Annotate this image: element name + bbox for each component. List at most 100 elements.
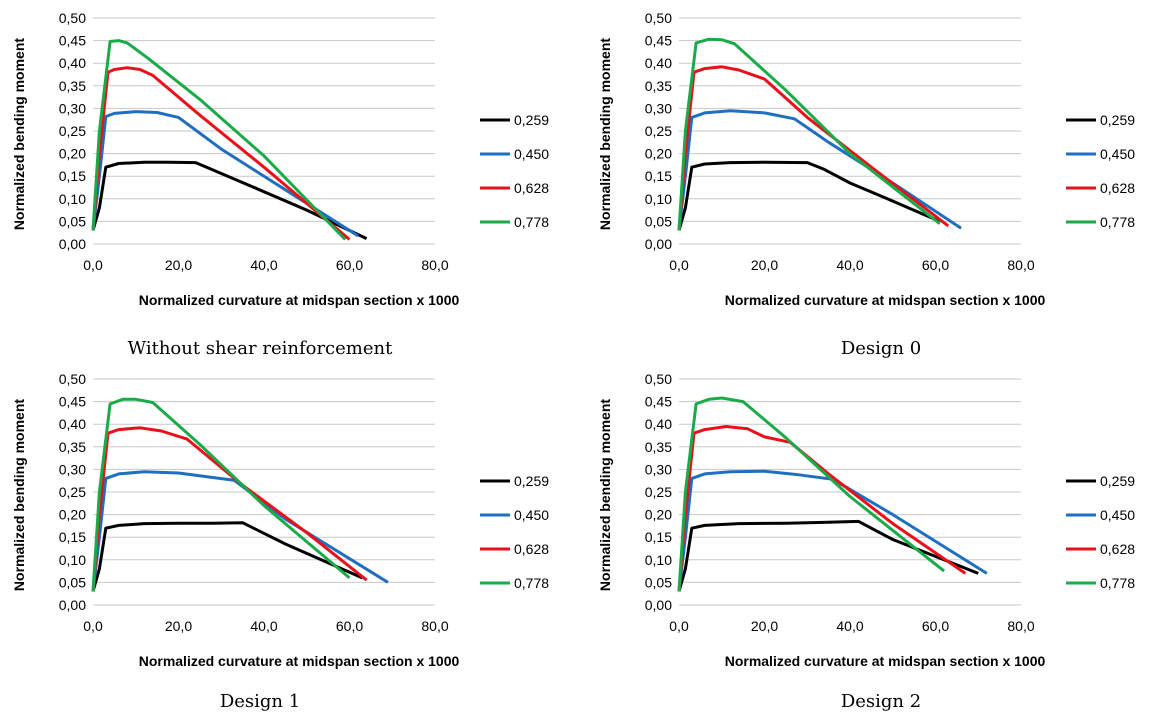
series-line-0-628: [91, 66, 351, 241]
chart-panel-design-0: 0,00 0,05 0,10 0,15 0,20 0,25 0,30 0,35 0,40 0,45…: [586, 0, 1172, 361]
x-tick-label: 40,0: [836, 618, 863, 634]
legend-label: 0,778: [514, 575, 549, 591]
y-tick-label: 0,35: [59, 78, 86, 94]
legend-label: 0,778: [1100, 575, 1135, 591]
legend-label: 0,450: [514, 507, 549, 523]
y-tick-label: 0,20: [645, 146, 672, 162]
y-tick-label: 0,25: [59, 123, 86, 139]
series-line-0-778: [677, 37, 941, 231]
y-tick-label: 0,35: [645, 439, 672, 455]
y-tick-label: 0,25: [645, 123, 672, 139]
x-tick-label: 40,0: [836, 257, 863, 273]
y-tick-label: 0,30: [645, 100, 672, 116]
legend-label: 0,259: [514, 112, 549, 128]
x-tick-label: 80,0: [1007, 257, 1034, 273]
y-tick-label: 0,25: [59, 484, 86, 500]
y-tick-label: 0,40: [645, 55, 672, 71]
x-tick-label: 60,0: [336, 257, 363, 273]
legend-label: 0,259: [514, 473, 549, 489]
y-tick-label: 0,00: [59, 597, 86, 613]
y-tick-label: 0,35: [59, 439, 86, 455]
y-tick-label: 0,10: [645, 552, 672, 568]
y-tick-label: 0,50: [59, 10, 86, 26]
x-tick-label: 20,0: [165, 618, 192, 634]
y-axis-title: Normalized bending moment: [11, 399, 27, 591]
y-axis-title: Normalized bending moment: [597, 38, 613, 230]
y-tick-label: 0,45: [645, 394, 672, 410]
y-tick-label: 0,15: [645, 168, 672, 184]
y-tick-label: 0,05: [645, 213, 672, 229]
x-tick-label: 80,0: [421, 257, 448, 273]
legend-label: 0,628: [1100, 180, 1135, 196]
y-tick-label: 0,30: [59, 100, 86, 116]
y-tick-label: 0,20: [59, 146, 86, 162]
x-tick-label: 60,0: [922, 618, 949, 634]
y-axis-title: Normalized bending moment: [597, 399, 613, 591]
y-tick-label: 0,15: [59, 168, 86, 184]
chart-svg: 0,00 0,05 0,10 0,15 0,20 0,25 0,30 0,35 0,40 0,45…: [11, 371, 549, 669]
chart-svg: 0,00 0,05 0,10 0,15 0,20 0,25 0,30 0,35 0,40 0,45…: [597, 10, 1135, 308]
y-tick-label: 0,50: [645, 10, 672, 26]
legend-label: 0,259: [1100, 473, 1135, 489]
legend-label: 0,628: [514, 180, 549, 196]
series-line-0-778: [677, 396, 946, 592]
series-line-0-259: [677, 160, 941, 231]
x-tick-label: 20,0: [751, 618, 778, 634]
series-line-0-450: [677, 469, 988, 592]
chart-svg: 0,00 0,05 0,10 0,15 0,20 0,25 0,30 0,35 0,40 0,45…: [11, 10, 549, 308]
chart-panel-design-2: 0,00 0,05 0,10 0,15 0,20 0,25 0,30 0,35 0,40 0,45…: [586, 361, 1172, 722]
x-tick-label: 60,0: [336, 618, 363, 634]
series-line-0-628: [677, 425, 967, 592]
series-line-0-259: [91, 160, 368, 240]
legend-label: 0,628: [1100, 541, 1135, 557]
y-tick-label: 0,40: [59, 416, 86, 432]
chart-panel-design-1: 0,00 0,05 0,10 0,15 0,20 0,25 0,30 0,35 0,40 0,45…: [0, 361, 586, 722]
series-line-0-778: [91, 39, 347, 241]
series-line-0-778: [91, 397, 351, 592]
y-tick-label: 0,45: [59, 394, 86, 410]
y-tick-label: 0,35: [645, 78, 672, 94]
y-axis-title: Normalized bending moment: [11, 38, 27, 230]
legend-label: 0,628: [514, 541, 549, 557]
y-tick-label: 0,10: [59, 191, 86, 207]
x-tick-label: 20,0: [165, 257, 192, 273]
x-axis-title: Normalized curvature at midspan section …: [725, 653, 1046, 669]
x-tick-label: 0,0: [669, 618, 689, 634]
x-tick-label: 40,0: [250, 618, 277, 634]
legend-label: 0,450: [514, 146, 549, 162]
y-tick-label: 0,50: [645, 371, 672, 387]
y-tick-label: 0,30: [59, 461, 86, 477]
x-axis-title: Normalized curvature at midspan section …: [725, 292, 1046, 308]
chart-svg: 0,00 0,05 0,10 0,15 0,20 0,25 0,30 0,35 0,40 0,45…: [597, 371, 1135, 669]
y-tick-label: 0,40: [645, 416, 672, 432]
legend-label: 0,450: [1100, 507, 1135, 523]
y-tick-label: 0,45: [645, 33, 672, 49]
y-tick-label: 0,15: [59, 529, 86, 545]
chart-caption: Design 0: [840, 338, 922, 359]
y-tick-label: 0,45: [59, 33, 86, 49]
y-tick-label: 0,05: [59, 574, 86, 590]
series-line-0-628: [677, 65, 950, 231]
y-tick-label: 0,00: [645, 236, 672, 252]
series-line-0-628: [91, 426, 368, 592]
series-line-0-259: [677, 519, 979, 592]
x-axis-title: Normalized curvature at midspan section …: [139, 292, 460, 308]
y-tick-label: 0,00: [645, 597, 672, 613]
x-tick-label: 60,0: [922, 257, 949, 273]
chart-caption: Design 2: [840, 691, 922, 712]
chart-caption: Without shear reinforcement: [127, 338, 393, 359]
y-tick-label: 0,10: [59, 552, 86, 568]
y-tick-label: 0,40: [59, 55, 86, 71]
x-tick-label: 40,0: [250, 257, 277, 273]
series-line-0-450: [91, 110, 359, 238]
chart-panel-without-shear-reinforcement: 0,00 0,05 0,10 0,15 0,20 0,25 0,30 0,35 0,40 0,45…: [0, 0, 586, 361]
chart-caption: Design 1: [219, 691, 301, 712]
y-tick-label: 0,10: [645, 191, 672, 207]
series-line-0-259: [91, 521, 363, 592]
y-tick-label: 0,25: [645, 484, 672, 500]
y-tick-label: 0,50: [59, 371, 86, 387]
x-axis-title: Normalized curvature at midspan section …: [139, 653, 460, 669]
x-tick-label: 0,0: [669, 257, 689, 273]
y-tick-label: 0,05: [59, 213, 86, 229]
x-tick-label: 0,0: [83, 257, 103, 273]
